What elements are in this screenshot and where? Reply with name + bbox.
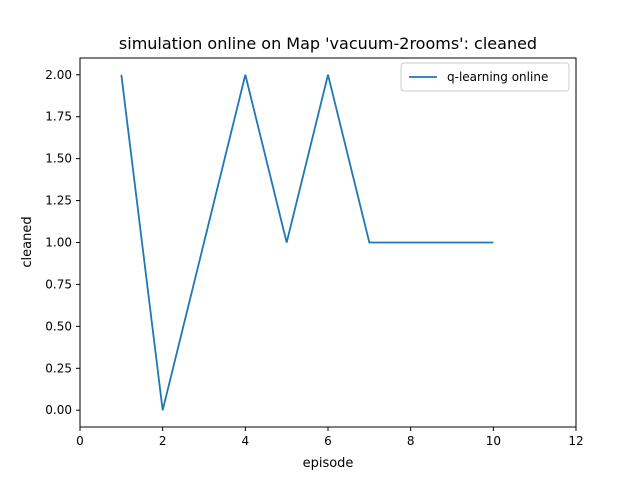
y-tick-label: 1.00 bbox=[45, 236, 72, 250]
y-axis-ticks: 0.00 0.25 0.50 0.75 1.00 1.25 1.50 1.75 2.00 bbox=[45, 68, 80, 417]
x-tick-label: 6 bbox=[324, 434, 332, 448]
y-tick-label: 2.00 bbox=[45, 68, 72, 82]
y-tick-label: 0.50 bbox=[45, 319, 72, 333]
x-tick-label: 4 bbox=[242, 434, 250, 448]
y-tick-label: 1.75 bbox=[45, 110, 72, 124]
y-tick-label: 0.25 bbox=[45, 361, 72, 375]
chart-title: simulation online on Map 'vacuum-2rooms'… bbox=[119, 34, 537, 53]
legend-label: q-learning online bbox=[447, 70, 548, 84]
y-tick-label: 1.25 bbox=[45, 194, 72, 208]
x-tick-label: 8 bbox=[407, 434, 415, 448]
x-axis-ticks: 0 2 4 6 8 10 12 bbox=[76, 427, 584, 448]
x-tick-label: 2 bbox=[159, 434, 167, 448]
series-line bbox=[120, 74, 494, 411]
y-tick-label: 0.75 bbox=[45, 277, 72, 291]
series-layer bbox=[120, 74, 494, 411]
legend: q-learning online bbox=[400, 62, 570, 92]
x-tick-label: 10 bbox=[486, 434, 501, 448]
x-axis-label: episode bbox=[303, 456, 354, 471]
y-tick-label: 0.00 bbox=[45, 403, 72, 417]
x-tick-label: 0 bbox=[76, 434, 84, 448]
y-axis-label: cleaned bbox=[20, 216, 35, 267]
legend-box bbox=[400, 62, 570, 92]
x-tick-label: 12 bbox=[568, 434, 583, 448]
y-tick-label: 1.50 bbox=[45, 152, 72, 166]
